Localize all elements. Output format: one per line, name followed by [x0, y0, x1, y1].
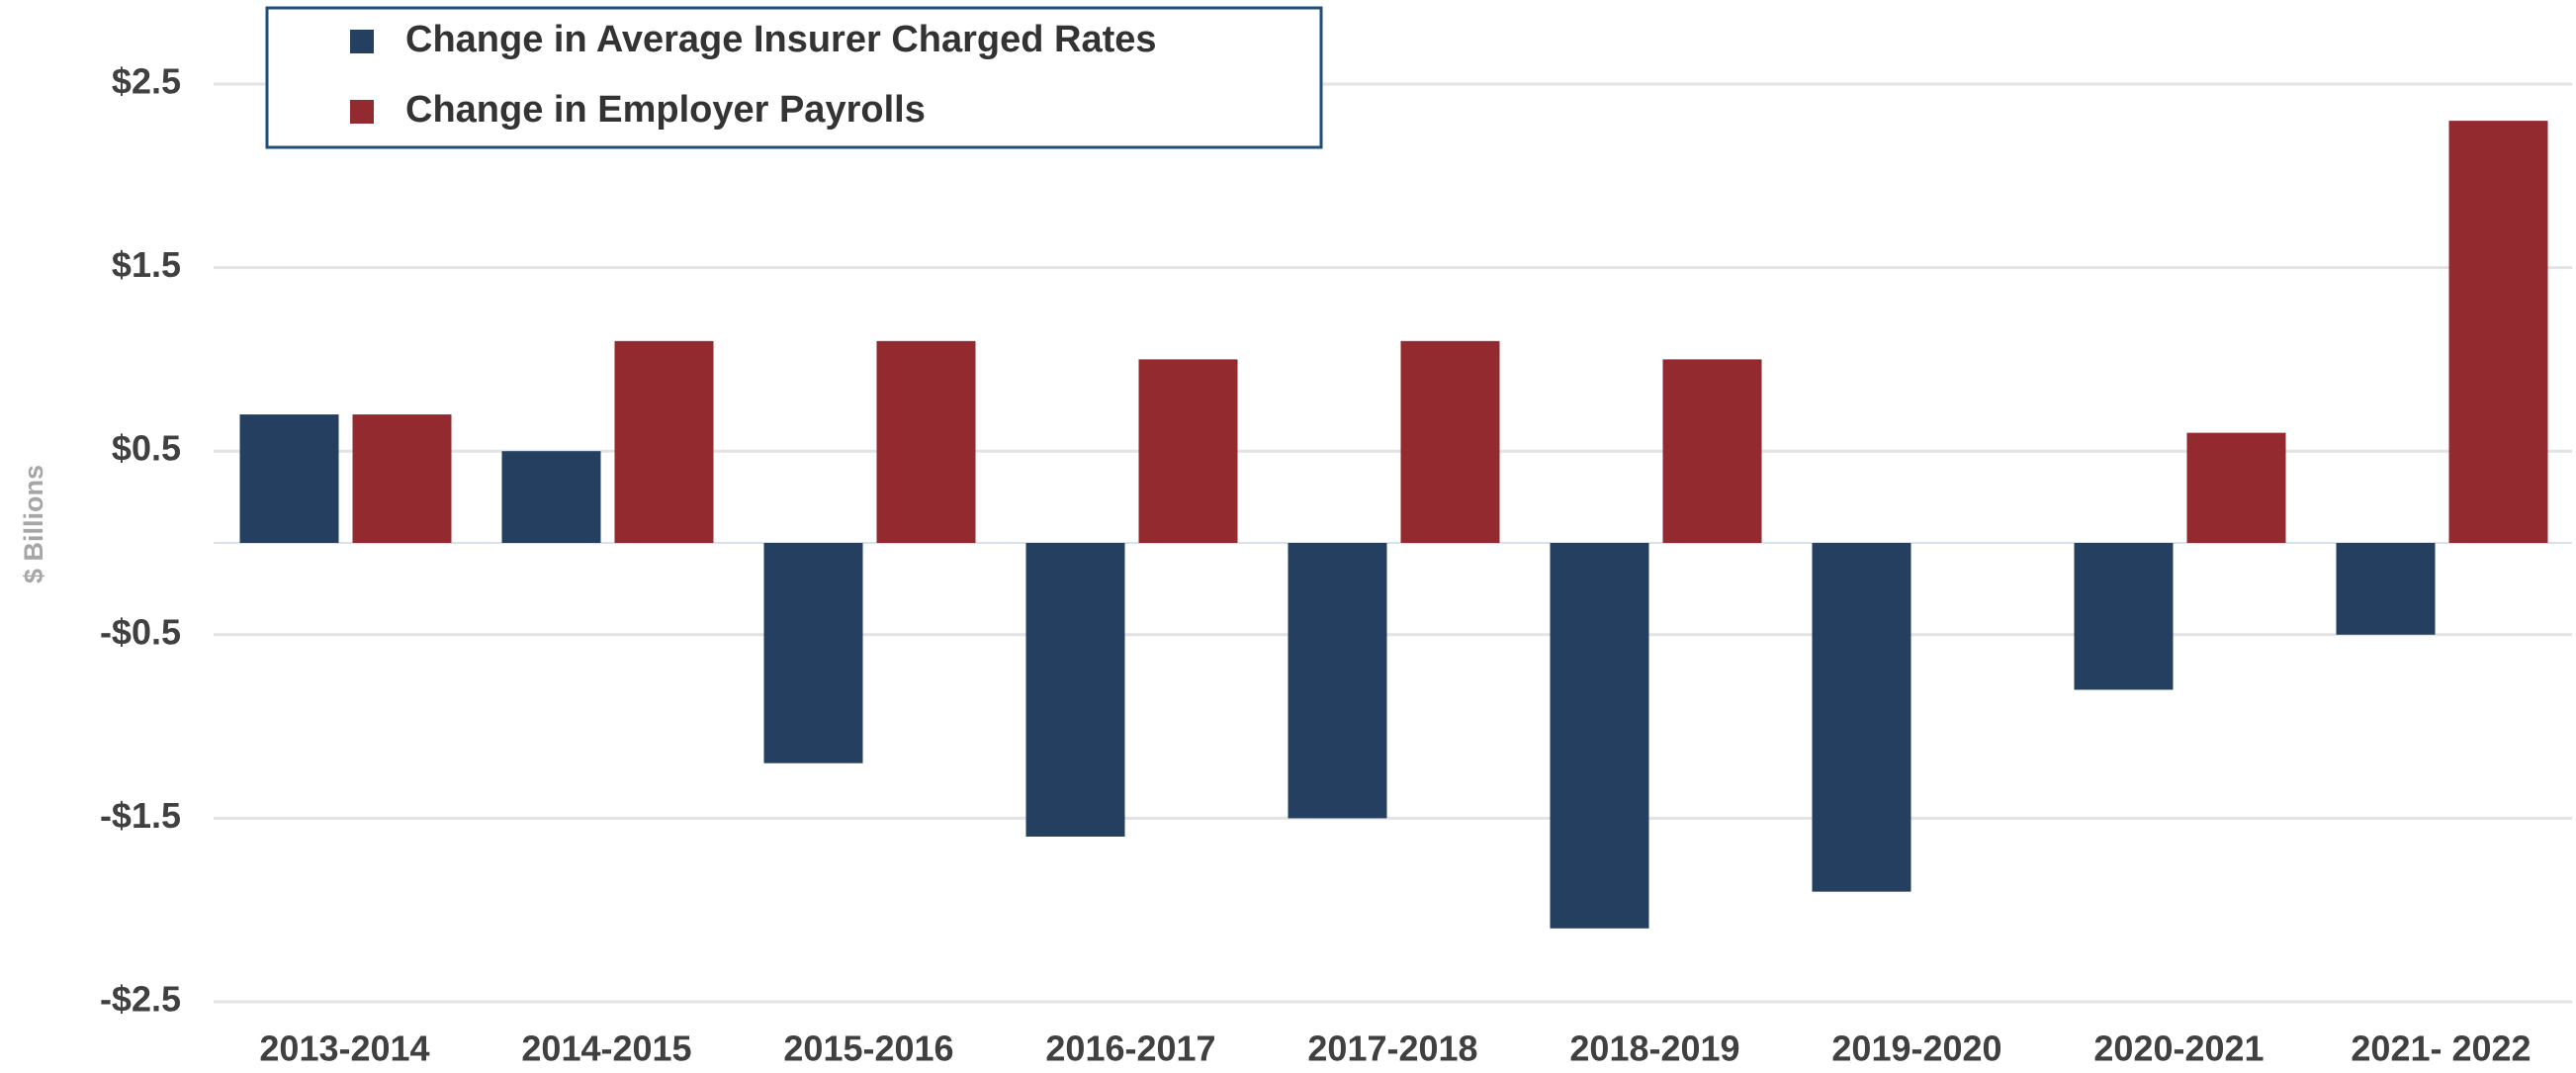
x-tick-label: 2020-2021	[2093, 1028, 2264, 1069]
bar	[2336, 543, 2436, 635]
bar	[614, 340, 714, 543]
bar	[1550, 543, 1649, 929]
x-tick-label: 2015-2016	[783, 1028, 953, 1069]
y-tick-label: $1.5	[112, 244, 181, 285]
legend-label: Change in Average Insurer Charged Rates	[405, 19, 1157, 60]
bar	[1662, 359, 1762, 543]
bar	[1400, 340, 1500, 543]
y-axis-label: $ Billions	[19, 465, 48, 583]
bar	[876, 340, 976, 543]
x-tick-label: 2019-2020	[1831, 1028, 2001, 1069]
bar	[352, 414, 452, 543]
y-tick-label: $2.5	[112, 61, 181, 102]
bar	[1138, 359, 1238, 543]
bar	[501, 451, 601, 543]
legend-label: Change in Employer Payrolls	[405, 89, 926, 131]
y-tick-label: $0.5	[112, 428, 181, 469]
bar	[763, 543, 863, 763]
x-tick-label: 2017-2018	[1307, 1028, 1477, 1069]
bar	[1812, 543, 1911, 892]
legend-swatch	[350, 30, 374, 53]
bar	[2074, 543, 2174, 690]
y-tick-label: -$0.5	[100, 611, 181, 652]
legend-box	[265, 6, 1323, 149]
bar	[2448, 121, 2548, 544]
bar	[1288, 543, 1387, 819]
x-tick-label: 2014-2015	[521, 1028, 691, 1069]
x-tick-label: 2018-2019	[1569, 1028, 1739, 1069]
x-tick-label: 2016-2017	[1045, 1028, 1215, 1069]
bar	[239, 414, 339, 543]
bar	[2186, 432, 2286, 543]
bar	[1025, 543, 1125, 837]
y-tick-label: -$1.5	[100, 795, 181, 836]
legend-swatch	[350, 100, 374, 124]
x-tick-label: 2013-2014	[259, 1028, 429, 1069]
y-tick-label: -$2.5	[100, 979, 181, 1020]
x-tick-label: 2021- 2022	[2351, 1028, 2531, 1069]
